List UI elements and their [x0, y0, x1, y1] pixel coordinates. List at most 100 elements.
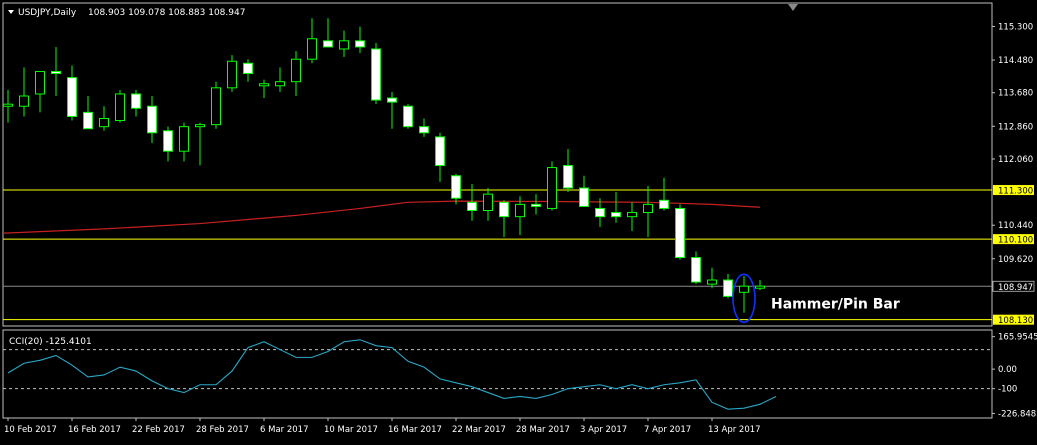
cci-line — [7, 339, 777, 410]
last-price-label: 108.947 — [998, 283, 1033, 293]
candle — [675, 204, 685, 260]
candle — [99, 106, 109, 131]
price-tick-label: 112.860 — [998, 122, 1033, 132]
candle-body-bull — [3, 103, 13, 107]
candle-body-bear — [51, 70, 61, 75]
time-tick-label: 28 Mar 2017 — [516, 425, 570, 435]
annotation-layer: Hammer/Pin Bar — [732, 273, 900, 324]
candle-body-bull — [643, 203, 653, 214]
level-price-label: 111.300 — [998, 187, 1033, 197]
cci-pane-frame — [2, 329, 993, 419]
candle-body-bear — [611, 212, 621, 218]
time-tick-label: 16 Feb 2017 — [68, 425, 121, 435]
candle — [483, 188, 493, 221]
candle-body-bear — [579, 187, 589, 207]
candle — [723, 273, 733, 299]
candle-body-bull — [19, 95, 29, 107]
level-price-label: 110.100 — [998, 236, 1033, 246]
candle-body-bull — [275, 81, 285, 87]
candle-body-bear — [723, 279, 733, 297]
price-tick-label: 109.620 — [998, 255, 1033, 265]
candle — [67, 65, 77, 121]
candle — [531, 194, 541, 215]
candle-body-bull — [755, 285, 765, 289]
candle — [547, 161, 557, 211]
candle-body-bear — [147, 105, 157, 134]
level-price-label: 108.130 — [998, 316, 1033, 326]
level-price-box — [993, 234, 1034, 245]
candle — [499, 200, 509, 238]
time-tick-label: 16 Mar 2017 — [388, 425, 442, 435]
candle — [147, 96, 157, 144]
cci-tick-label: 0.00 — [998, 365, 1017, 375]
candle-body-bull — [339, 40, 349, 50]
candle — [291, 51, 301, 97]
candle — [755, 280, 765, 291]
candle — [371, 42, 381, 105]
horizontal-levels — [3, 189, 992, 321]
symbol-label: USDJPY,Daily — [18, 8, 77, 18]
cci-tick-label: -226.8485 — [998, 409, 1037, 419]
candle-body-bull — [115, 93, 125, 122]
candle — [659, 177, 669, 211]
candle-body-bull — [227, 60, 237, 89]
time-tick-label: 28 Feb 2017 — [196, 425, 249, 435]
candle — [467, 183, 477, 221]
price-tick-label: 113.680 — [998, 89, 1033, 99]
candle — [243, 59, 253, 82]
candle — [355, 26, 365, 54]
candle-body-bull — [547, 167, 557, 209]
candle-body-bear — [243, 62, 253, 75]
candle — [307, 18, 317, 64]
cci-tick-label: -100 — [998, 385, 1017, 395]
candle-body-bear — [387, 97, 397, 103]
candle-body-bull — [291, 58, 301, 83]
candle — [51, 46, 61, 97]
candle — [211, 81, 221, 129]
candles — [3, 18, 765, 313]
candle — [419, 118, 429, 137]
time-tick-label: 3 Apr 2017 — [580, 425, 627, 435]
level-price-box — [993, 185, 1034, 196]
main-pane-frame — [2, 2, 993, 327]
candle — [195, 122, 205, 166]
dropdown-triangle-icon[interactable] — [8, 10, 14, 14]
candle — [515, 196, 525, 236]
candle-body-bull — [307, 38, 317, 60]
candle-body-bull — [35, 70, 45, 95]
price-tick-label: 110.440 — [998, 221, 1033, 231]
ohlc-readout: 108.903 109.078 108.883 108.947 — [88, 8, 245, 18]
candle-body-bear — [659, 199, 669, 209]
time-tick-label: 10 Mar 2017 — [324, 425, 378, 435]
candle — [387, 91, 397, 129]
candle-body-bear — [595, 207, 605, 218]
moving-average-line — [3, 200, 761, 234]
candle-body-bull — [739, 285, 749, 293]
candle-body-bear — [131, 93, 141, 109]
price-tick-label: 115.300 — [998, 22, 1033, 32]
candle-body-bear — [163, 130, 173, 152]
candle — [323, 18, 333, 48]
candle-body-bear — [467, 201, 477, 212]
candle-body-bear — [531, 203, 541, 207]
level-price-box — [993, 314, 1034, 325]
cci-axis: 165.9545 0.00 -100 -226.8485 — [992, 333, 1037, 419]
cci-indicator — [3, 339, 992, 410]
candle — [83, 96, 93, 130]
time-axis: 10 Feb 2017 16 Feb 2017 22 Feb 2017 28 Feb … — [4, 418, 761, 435]
candle-body-bear — [435, 136, 445, 167]
candle — [131, 89, 141, 117]
cci-title: CCI(20) -125.4101 — [9, 337, 92, 347]
time-tick-label: 7 Apr 2017 — [644, 425, 691, 435]
candle — [19, 67, 29, 117]
candle-body-bull — [195, 124, 205, 128]
chart-shift-marker[interactable] — [788, 4, 798, 11]
candle — [403, 104, 413, 129]
candle-body-bull — [179, 126, 189, 152]
candle — [595, 198, 605, 227]
candle — [739, 275, 749, 313]
candle-body-bear — [451, 175, 461, 199]
price-tick-label: 112.060 — [998, 155, 1033, 165]
